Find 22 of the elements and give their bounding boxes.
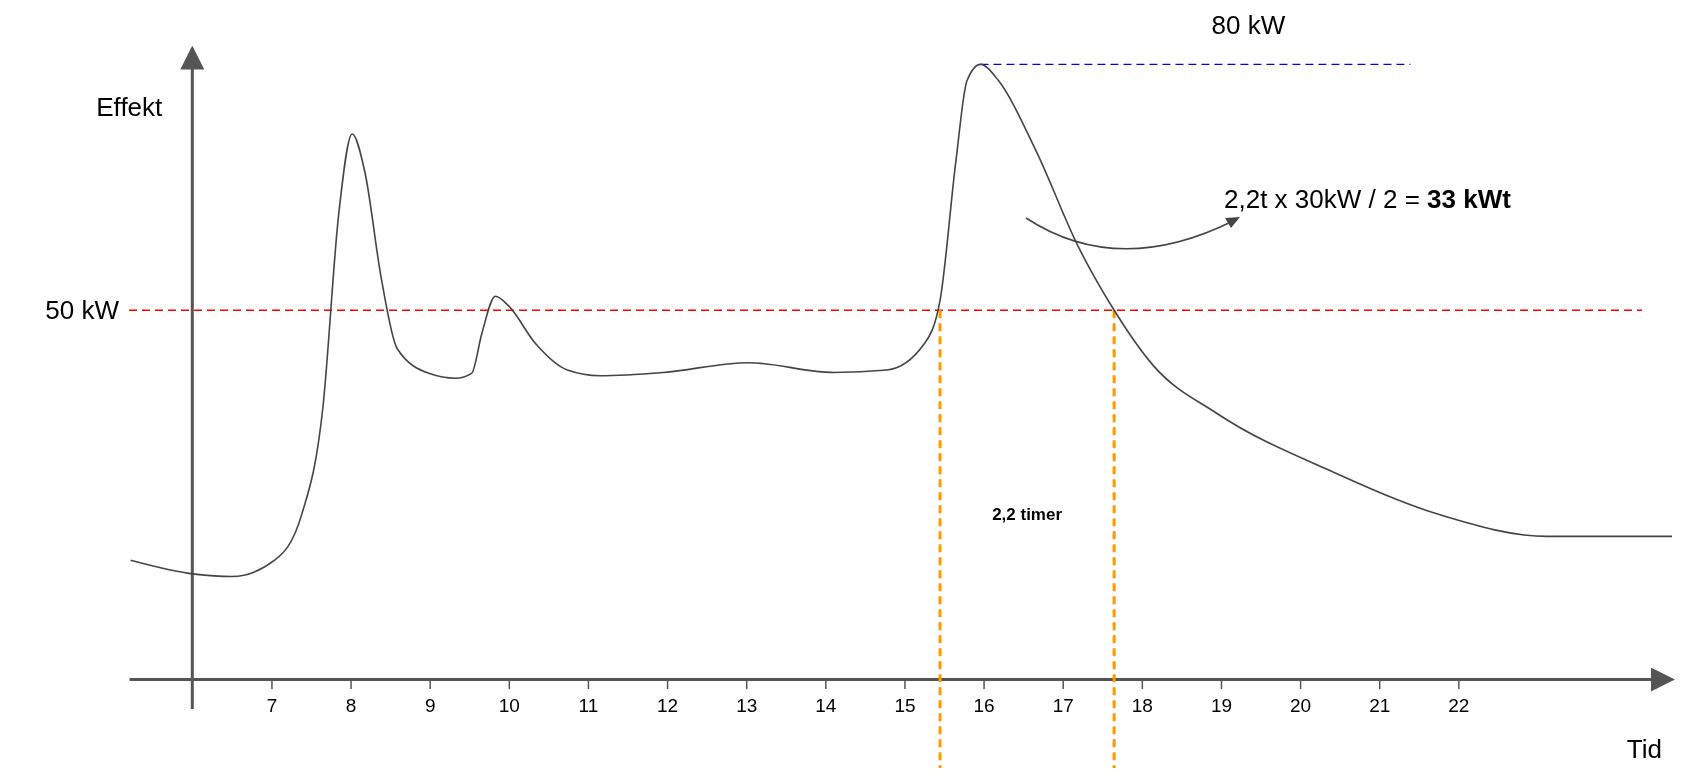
x-axis-title: Tid [1626, 734, 1662, 764]
x-tick-label: 8 [345, 695, 357, 717]
x-tick-label: 22 [1448, 695, 1470, 717]
y-axis-title: Effekt [96, 92, 164, 122]
ref-line-label: 80 kW [1211, 10, 1286, 41]
x-tick-label: 10 [498, 695, 520, 717]
annotation: 2,2 timer [992, 505, 1063, 524]
ref-line-label: 50 kW [45, 295, 120, 326]
x-tick-label: 20 [1290, 695, 1312, 717]
x-tick-label: 13 [736, 695, 758, 717]
x-tick-label: 15 [894, 695, 916, 717]
x-tick-label: 7 [266, 695, 278, 717]
x-tick-label: 16 [973, 695, 995, 717]
x-tick-label: 11 [578, 695, 599, 717]
annotation: 2,2t x 30kW / 2 = 33 kWt [1224, 184, 1512, 214]
x-tick-label: 17 [1052, 695, 1074, 717]
x-tick-label: 19 [1210, 695, 1233, 717]
x-tick-label: 9 [424, 695, 436, 717]
x-tick-label: 14 [815, 695, 837, 717]
x-tick-label: 21 [1369, 695, 1391, 717]
x-tick-label: 18 [1131, 695, 1153, 717]
x-tick-label: 12 [657, 695, 679, 717]
